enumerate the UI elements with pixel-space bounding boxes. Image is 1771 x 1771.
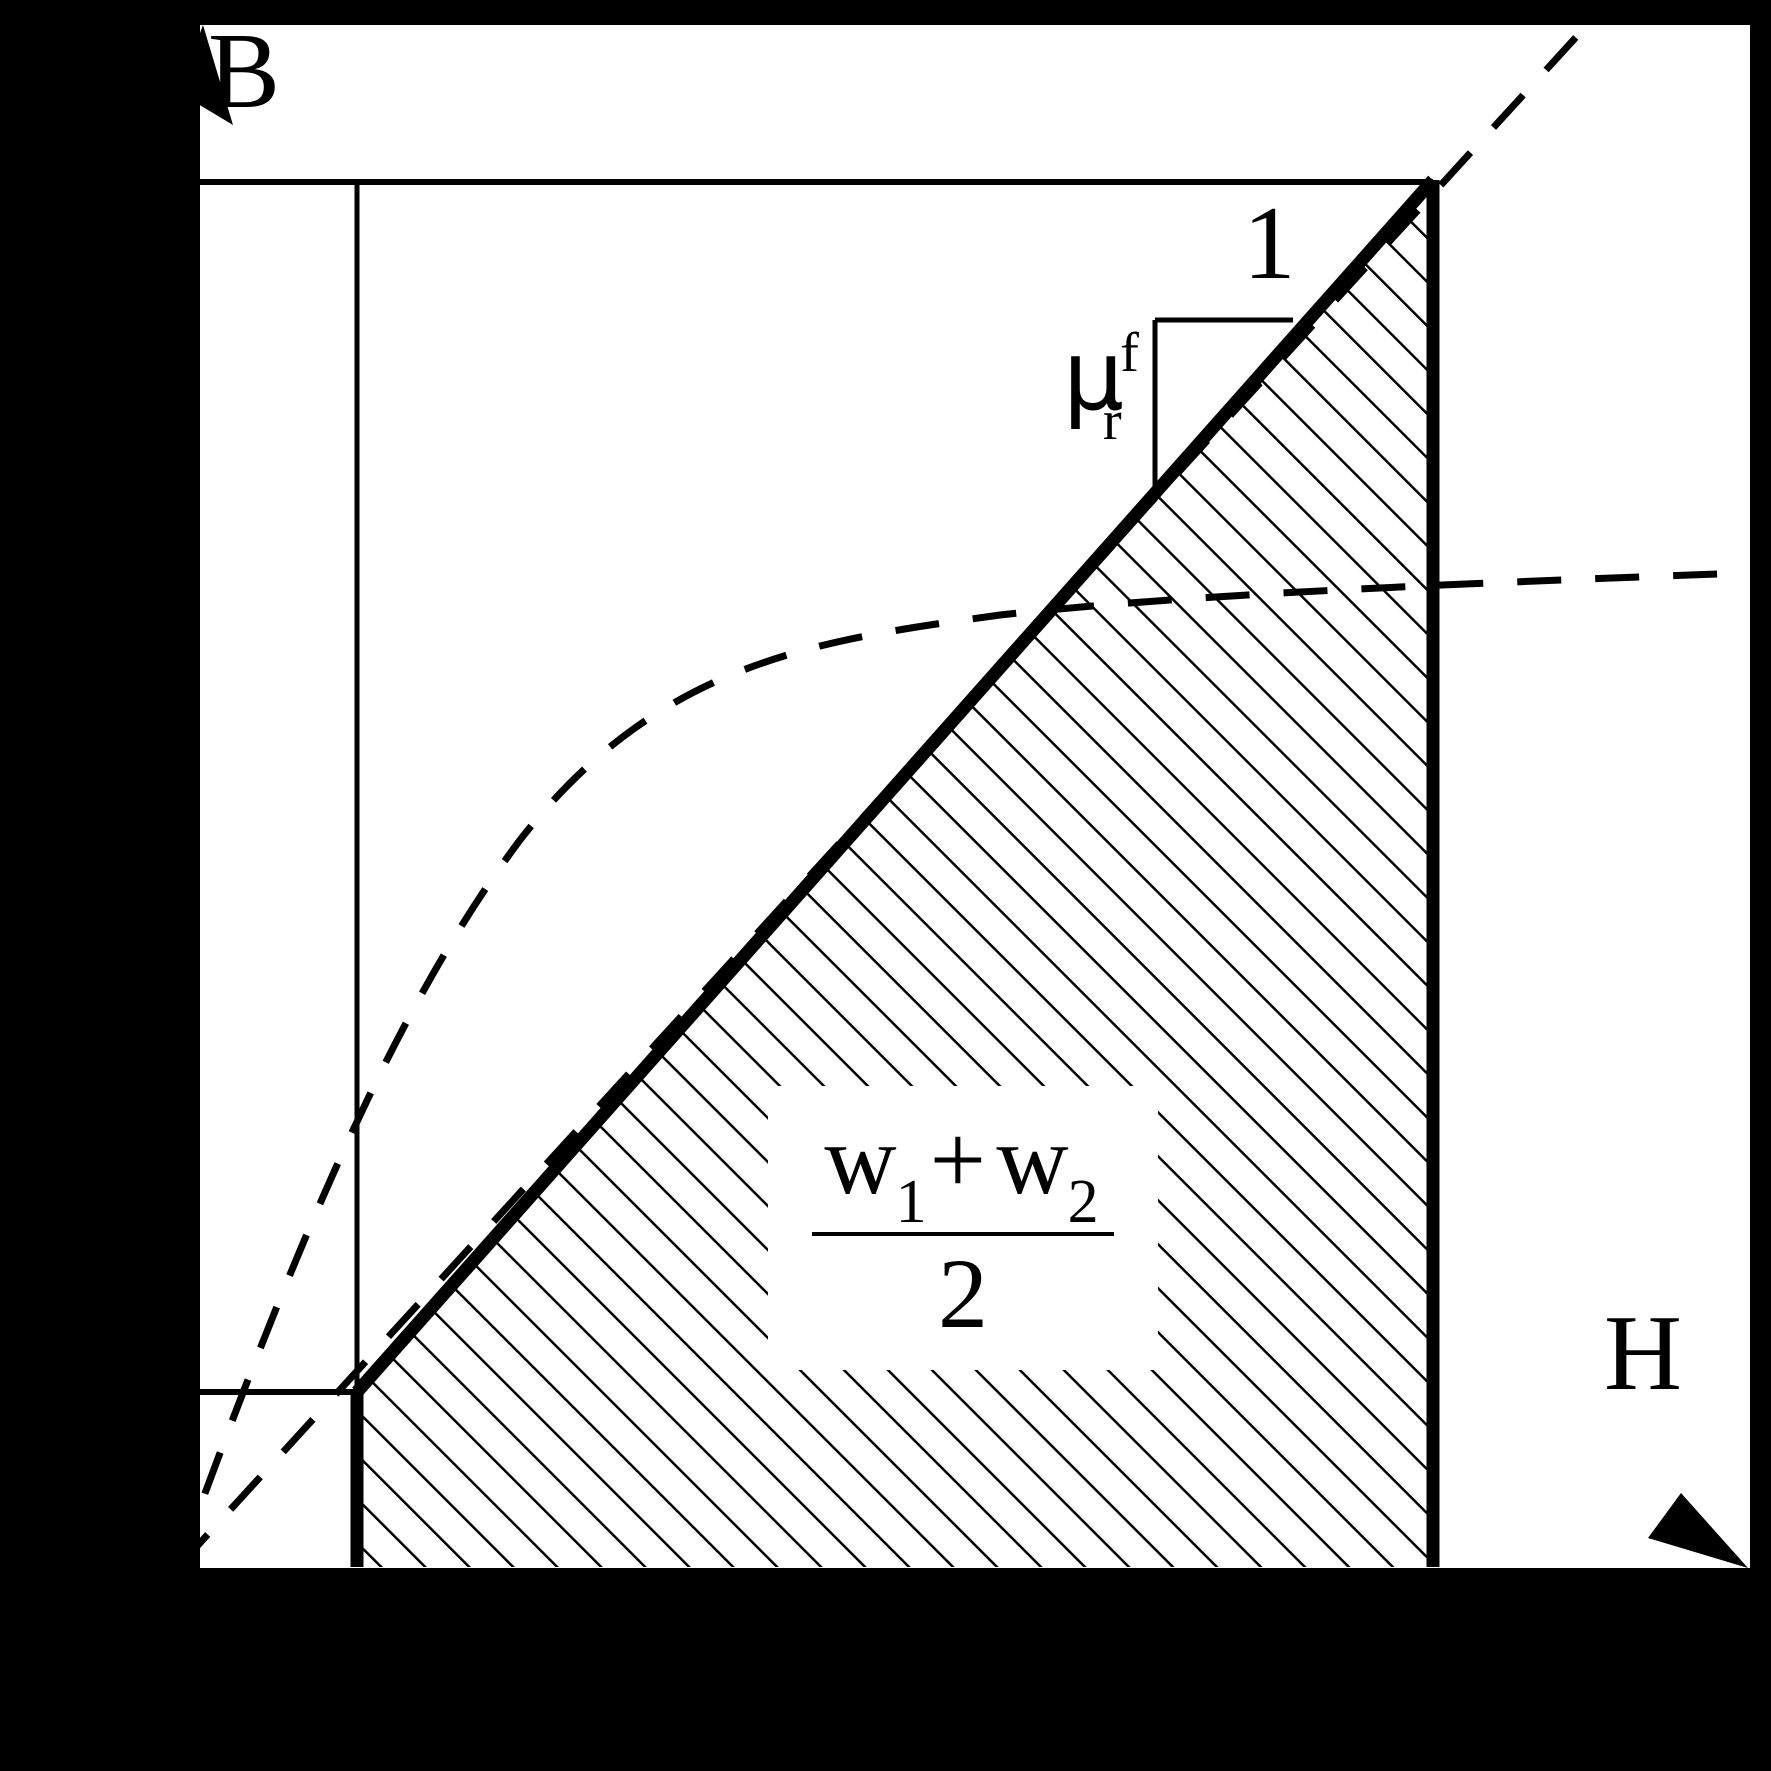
x-axis-label: H bbox=[1604, 1294, 1682, 1413]
plus-sign: + bbox=[929, 1104, 988, 1216]
energy-fraction-numerator: w1+ w2 bbox=[816, 1104, 1109, 1236]
w1-symbol: w bbox=[824, 1104, 898, 1216]
b-axis-arrow-icon bbox=[178, 25, 233, 125]
energy-fraction-denominator: 2 bbox=[938, 1237, 988, 1349]
w1-subscript: 1 bbox=[895, 1168, 928, 1237]
mu-superscript-f: f bbox=[1120, 321, 1139, 384]
slope-run-label: μfr bbox=[1063, 324, 1162, 449]
slope-rise-label: 1 bbox=[1243, 184, 1296, 301]
mu-subscript-r: r bbox=[1102, 389, 1122, 452]
w2-subscript: 2 bbox=[1067, 1168, 1100, 1237]
energy-fraction: w1+ w2 2 bbox=[812, 1106, 1114, 1350]
idealized-characteristic-thick bbox=[352, 175, 1438, 1397]
fraction-bar bbox=[812, 1231, 1114, 1236]
initial-slope-extension-dashed bbox=[200, 25, 1592, 1549]
mu-symbol: μ bbox=[1063, 320, 1125, 432]
energy-area-hatch bbox=[357, 180, 1433, 1567]
y-axis-label: B bbox=[208, 12, 281, 131]
energy-density-label: w1+ w2 2 bbox=[768, 1086, 1158, 1370]
w2-symbol: w bbox=[996, 1104, 1070, 1216]
h-axis-arrow-icon bbox=[1648, 1493, 1748, 1568]
